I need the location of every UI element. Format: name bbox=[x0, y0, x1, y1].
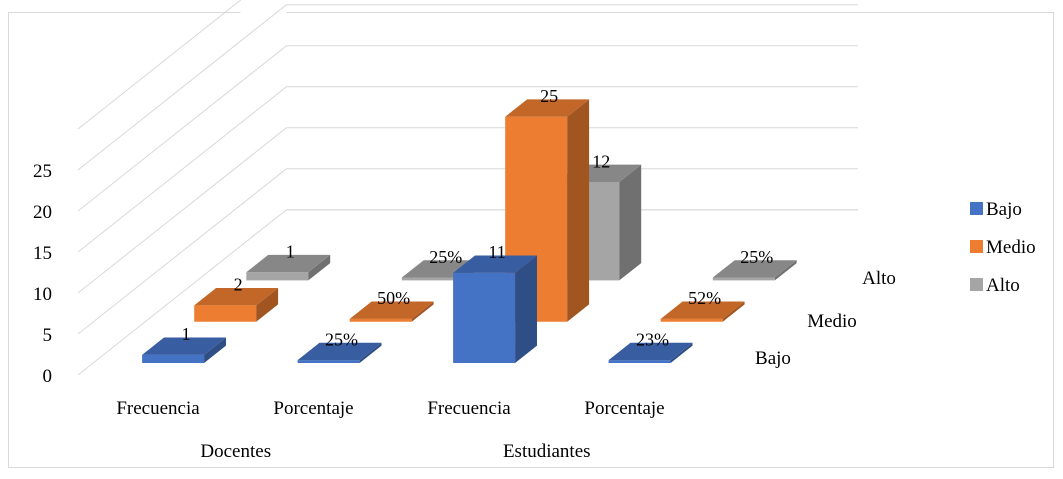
legend-label: Bajo bbox=[986, 199, 1022, 220]
legend-swatch bbox=[970, 240, 983, 253]
bar-bajo-top bbox=[608, 342, 693, 361]
data-label-medio: 2 bbox=[234, 275, 243, 295]
chart-walls bbox=[78, 0, 287, 375]
y-tick-label: 0 bbox=[43, 366, 53, 387]
side-wall bbox=[78, 0, 287, 375]
y-tick-label: 20 bbox=[33, 202, 52, 223]
bar-alto-side bbox=[308, 254, 331, 281]
gridline bbox=[77, 168, 858, 335]
bar-alto-side bbox=[619, 164, 642, 281]
bar-bajo-side bbox=[359, 342, 382, 364]
bar-bajo-side bbox=[670, 342, 693, 364]
gridline bbox=[77, 4, 858, 171]
group-label: Docentes bbox=[200, 441, 271, 462]
bar-alto-side bbox=[774, 260, 797, 281]
bar-medio-front bbox=[349, 318, 412, 322]
depth-label: Bajo bbox=[755, 348, 791, 369]
bar-bajo-top bbox=[142, 337, 226, 355]
bar-bajo-front bbox=[608, 360, 671, 364]
depth-labels: Bajo Medio Alto bbox=[755, 268, 896, 369]
bar-medio-top bbox=[194, 287, 279, 306]
category-label: Porcentaje bbox=[584, 398, 664, 419]
legend-swatch bbox=[970, 202, 983, 215]
bar-bajo-top bbox=[297, 342, 382, 361]
category-labels: Frecuencia Porcentaje Frecuencia Porcentaje bbox=[116, 398, 664, 419]
y-tick-label: 5 bbox=[43, 325, 53, 346]
depth-label: Medio bbox=[807, 311, 857, 332]
category-label: Porcentaje bbox=[273, 398, 353, 419]
bar-medio-front bbox=[660, 318, 723, 322]
y-tick-label: 10 bbox=[33, 284, 52, 305]
gridline bbox=[77, 45, 858, 212]
data-label-alto: 12 bbox=[592, 151, 610, 171]
y-tick-label: 15 bbox=[33, 243, 52, 264]
bar-alto-front bbox=[246, 272, 309, 281]
bar-medio-front bbox=[194, 305, 257, 322]
gridline bbox=[77, 127, 858, 294]
legend-label: Alto bbox=[986, 275, 1020, 296]
bar-bajo-side bbox=[204, 337, 226, 364]
bar-bajo-front bbox=[453, 272, 516, 364]
data-label-alto: 25% bbox=[429, 247, 462, 267]
legend: Bajo Medio Alto bbox=[970, 199, 1036, 296]
y-tick-label: 25 bbox=[33, 161, 52, 182]
bar-bajo-side bbox=[515, 255, 537, 364]
gridlines bbox=[77, 0, 858, 376]
category-label: Frecuencia bbox=[427, 398, 511, 419]
data-labels: 1 25% 12 25% 2 50% 25 52% 1 25% 11 23% bbox=[182, 86, 774, 349]
data-label-alto: 25% bbox=[740, 247, 773, 267]
data-label-bajo: 11 bbox=[488, 242, 505, 262]
bar-medio-side bbox=[722, 301, 745, 322]
group-label: Estudiantes bbox=[503, 441, 591, 462]
data-label-medio: 52% bbox=[688, 288, 721, 308]
bar-alto-top bbox=[712, 260, 797, 278]
category-label: Frecuencia bbox=[116, 398, 200, 419]
data-label-bajo: 1 bbox=[182, 324, 191, 344]
depth-label: Alto bbox=[862, 268, 896, 289]
bar-medio-top bbox=[660, 301, 745, 319]
y-axis-ticks: 0 5 10 15 20 25 bbox=[33, 161, 52, 387]
bar-bajo-front bbox=[297, 360, 360, 364]
bar-medio-side bbox=[411, 301, 434, 322]
bar-bajo-top bbox=[453, 255, 537, 273]
data-label-bajo: 25% bbox=[325, 329, 358, 349]
bar-medio-top bbox=[505, 99, 590, 117]
legend-label: Medio bbox=[986, 237, 1036, 258]
bar-medio-side bbox=[567, 99, 590, 322]
bar-bajo-front bbox=[142, 354, 205, 364]
data-label-alto: 1 bbox=[286, 242, 295, 262]
bar-medio-top bbox=[349, 301, 434, 319]
gridline bbox=[77, 86, 858, 253]
bar-alto-front bbox=[401, 277, 464, 281]
data-label-medio: 25 bbox=[540, 86, 558, 106]
bar-alto-top bbox=[246, 254, 331, 273]
legend-swatch bbox=[970, 278, 983, 291]
bar-medio-side bbox=[256, 287, 279, 322]
data-label-medio: 50% bbox=[377, 288, 410, 308]
data-label-bajo: 23% bbox=[636, 329, 669, 349]
gridline bbox=[77, 0, 242, 130]
group-labels: Docentes Estudiantes bbox=[200, 441, 590, 462]
bars bbox=[142, 99, 797, 364]
bar-alto-front bbox=[712, 277, 775, 281]
